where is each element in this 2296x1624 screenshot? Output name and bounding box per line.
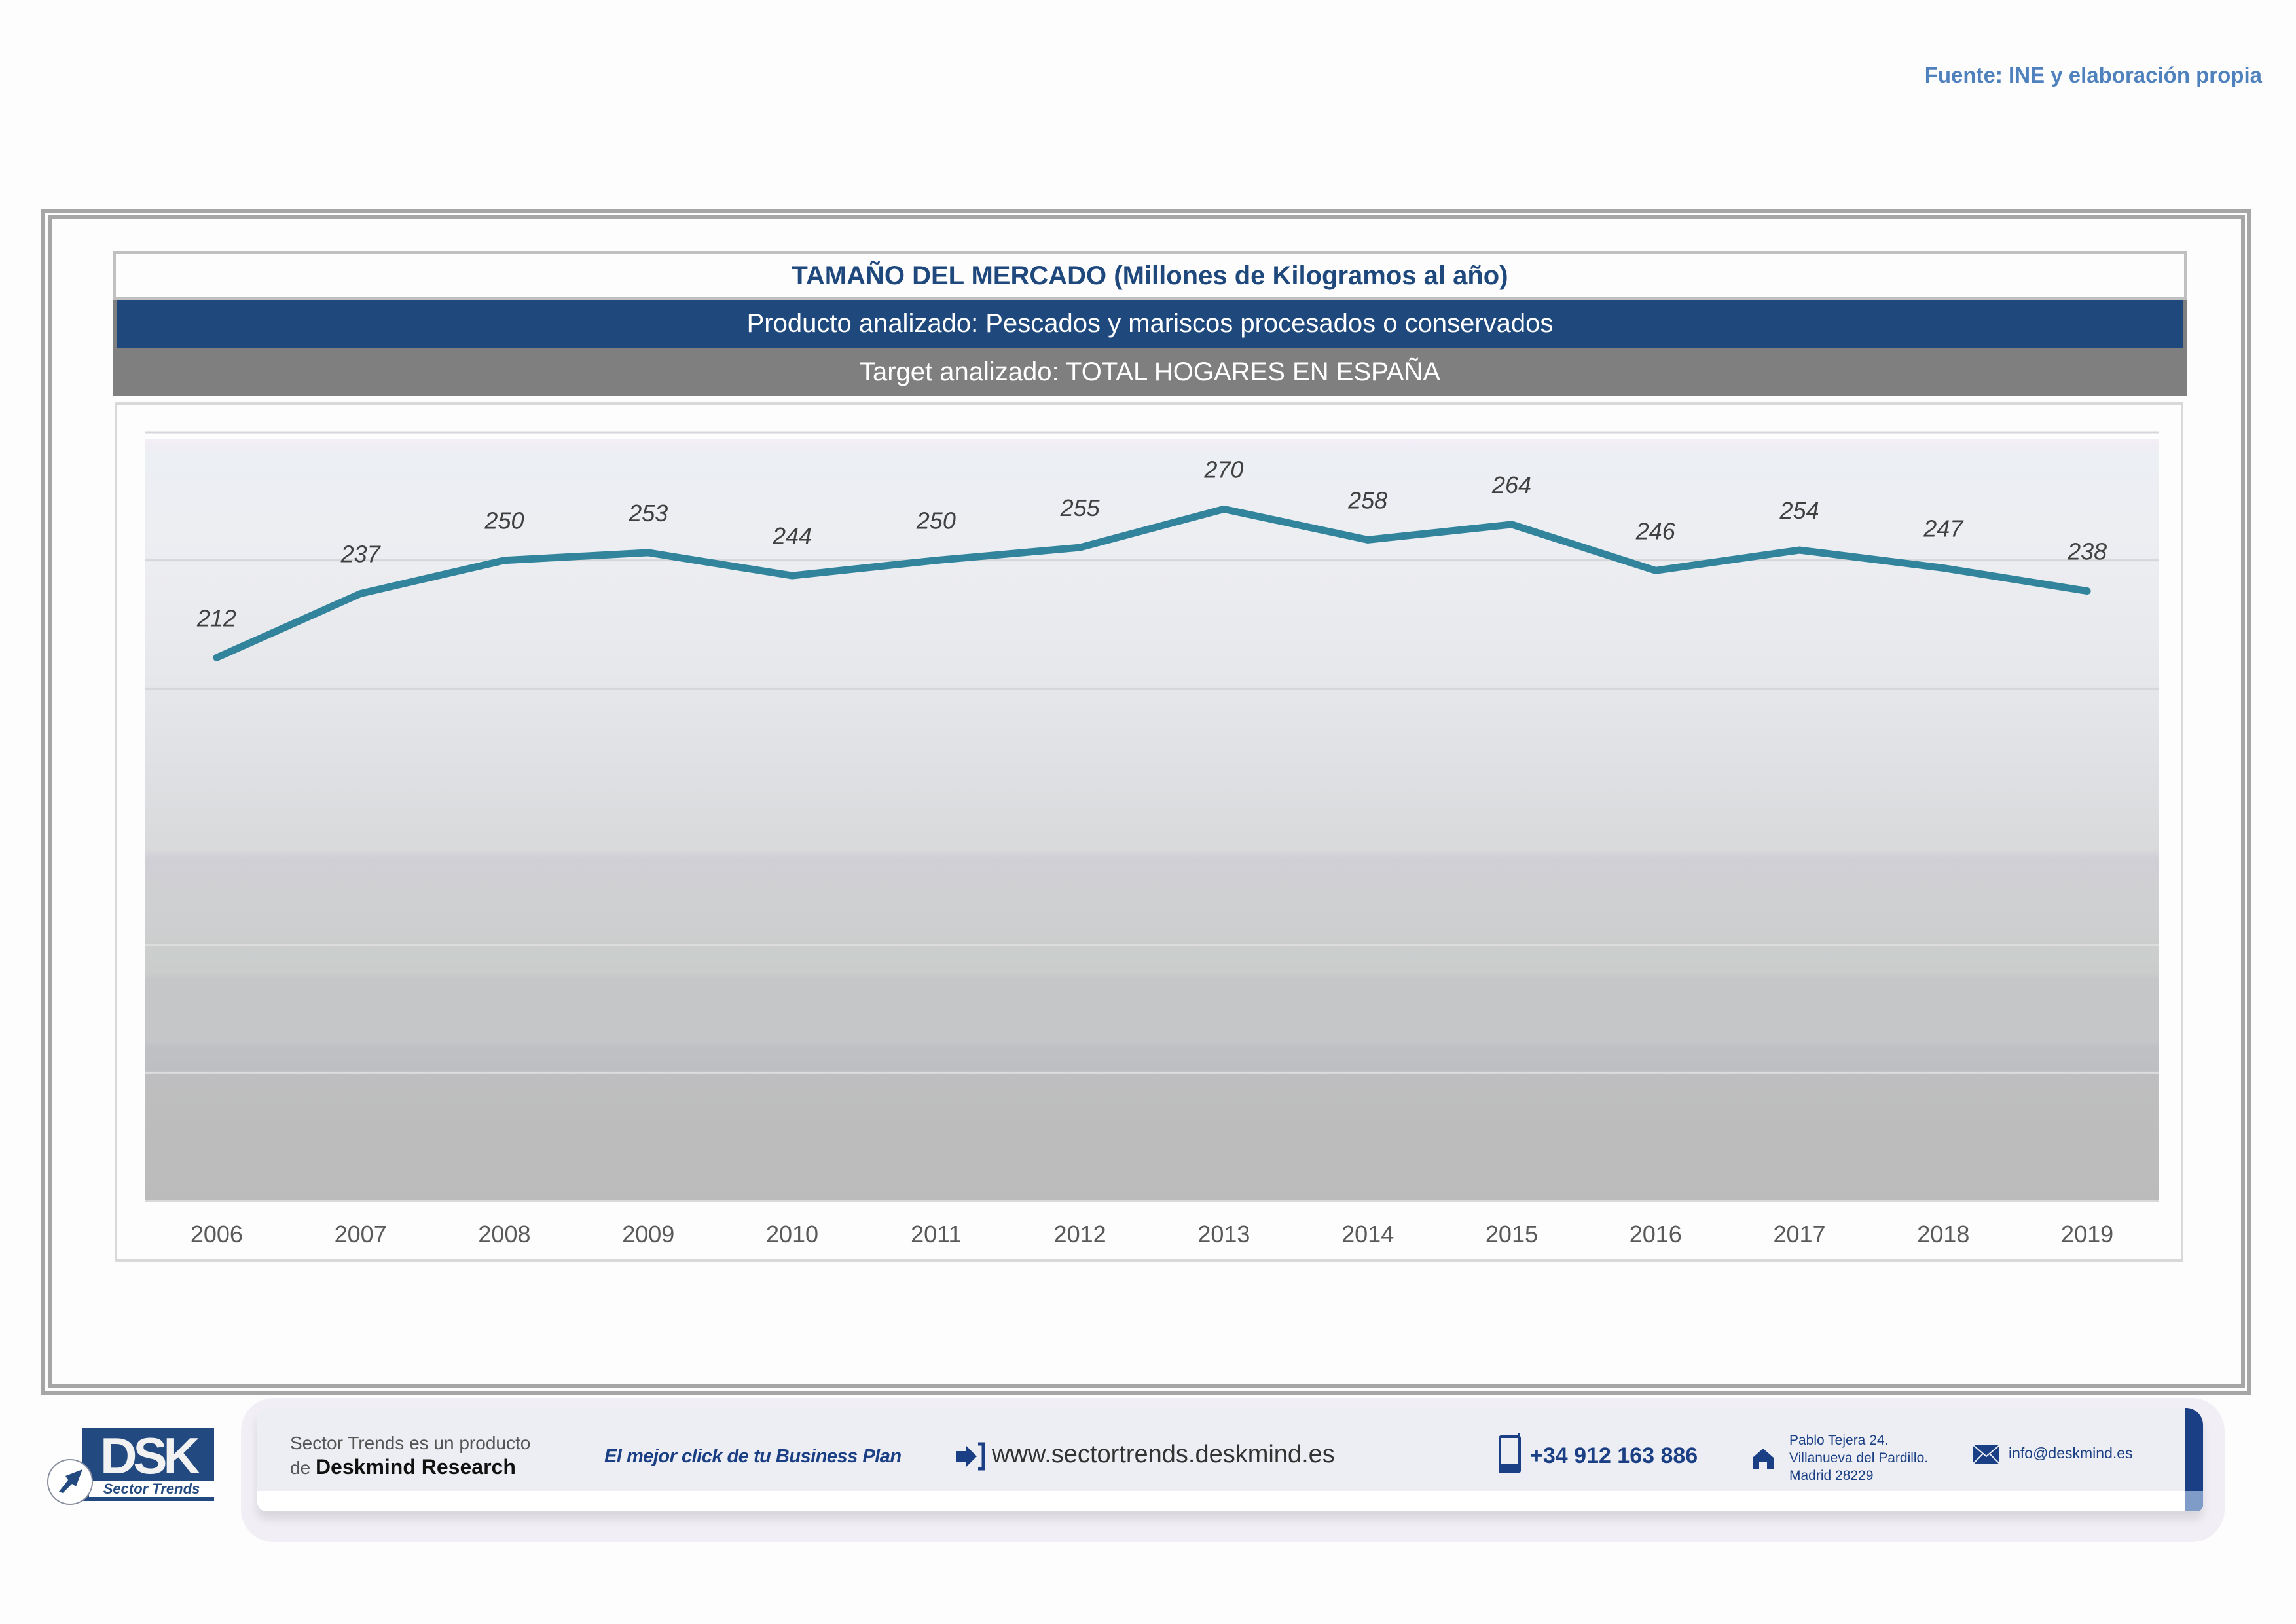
website-link[interactable]: www.sectortrends.deskmind.es (992, 1441, 1335, 1468)
x-tick-label: 2012 (1054, 1221, 1106, 1247)
dsk-logo: DSK Sector Trends (26, 1421, 223, 1513)
brand-name: Deskmind Research (315, 1455, 516, 1479)
plot-area (145, 439, 2159, 1201)
outer-frame (41, 209, 2251, 1395)
x-tick-label: 2015 (1485, 1221, 1538, 1247)
footer-banner: Sector Trends es un producto de Deskmind… (257, 1408, 2203, 1511)
logo-text: DSK (100, 1427, 200, 1485)
x-tick-label: 2016 (1630, 1221, 1682, 1247)
envelope-icon (1973, 1445, 2000, 1467)
x-tick-label: 2008 (478, 1221, 530, 1247)
x-tick-label: 2018 (1917, 1221, 1969, 1247)
address-line: Pablo Tejera 24. (1789, 1433, 1889, 1448)
mobile-phone-icon (1498, 1433, 1524, 1478)
chart-container: 212 237 250 253 244 250 255 270 258 264 246 254 247 2… (115, 402, 2183, 1262)
line-chart: 212 237 250 253 244 250 255 270 258 264 246 254 247 2… (145, 431, 2159, 1247)
product-line-prefix: de (290, 1458, 311, 1478)
house-icon (1750, 1446, 1776, 1475)
data-label: 237 (340, 541, 382, 568)
x-tick-label: 2013 (1197, 1221, 1250, 1247)
chart-title: TAMAÑO DEL MERCADO (Millones de Kilogram… (113, 251, 2187, 300)
footer-strip (257, 1408, 2203, 1491)
rocket-icon (47, 1459, 93, 1505)
inner-frame (48, 215, 2245, 1388)
slogan: El mejor click de tu Business Plan (604, 1446, 902, 1467)
data-label: 250 (484, 507, 524, 534)
product-band: Producto analizado: Pescados y mariscos … (113, 300, 2187, 348)
data-label: 258 (1347, 487, 1387, 513)
address-line: Villanueva del Pardillo. (1789, 1450, 1929, 1466)
logo-strip: Sector Trends (89, 1481, 214, 1497)
x-tick-label: 2009 (622, 1221, 674, 1247)
x-tick-label: 2007 (335, 1221, 387, 1247)
logo-box: DSK Sector Trends (82, 1428, 214, 1501)
product-line-2: de Deskmind Research (290, 1455, 516, 1479)
data-label: 250 (916, 507, 956, 534)
x-tick-label: 2019 (2061, 1221, 2113, 1247)
phone-number[interactable]: +34 912 163 886 (1530, 1443, 1698, 1468)
address: Pablo Tejera 24. Villanueva del Pardillo… (1789, 1431, 1928, 1485)
x-tick-label: 2011 (911, 1221, 961, 1247)
data-label: 247 (1923, 515, 1964, 542)
data-label: 246 (1635, 517, 1676, 544)
data-label: 253 (628, 500, 668, 526)
data-label: 238 (2067, 538, 2107, 565)
data-label: 244 (772, 523, 812, 549)
series-line (213, 505, 2091, 661)
address-line: Madrid 28229 (1789, 1468, 1874, 1483)
x-tick-label: 2014 (1341, 1221, 1394, 1247)
product-line-1: Sector Trends es un producto (290, 1433, 531, 1453)
logo-subtitle: Sector Trends (103, 1481, 200, 1497)
arrow-into-bracket-icon (955, 1442, 986, 1474)
data-label: 255 (1060, 494, 1101, 521)
x-tick-label: 2006 (191, 1221, 243, 1247)
x-tick-label: 2010 (766, 1221, 818, 1247)
data-label: 264 (1491, 471, 1531, 498)
target-band: Target analizado: TOTAL HOGARES EN ESPAÑ… (113, 348, 2187, 396)
data-label: 270 (1203, 456, 1243, 483)
email-link[interactable]: info@deskmind.es (2009, 1445, 2133, 1462)
source-note: Fuente: INE y elaboración propia (1924, 63, 2262, 87)
chart-header: TAMAÑO DEL MERCADO (Millones de Kilogram… (113, 251, 2187, 396)
footer-accent-low (2185, 1491, 2203, 1511)
x-tick-label: 2017 (1773, 1221, 1825, 1247)
data-label: 212 (196, 604, 236, 631)
data-label: 254 (1779, 497, 1819, 524)
